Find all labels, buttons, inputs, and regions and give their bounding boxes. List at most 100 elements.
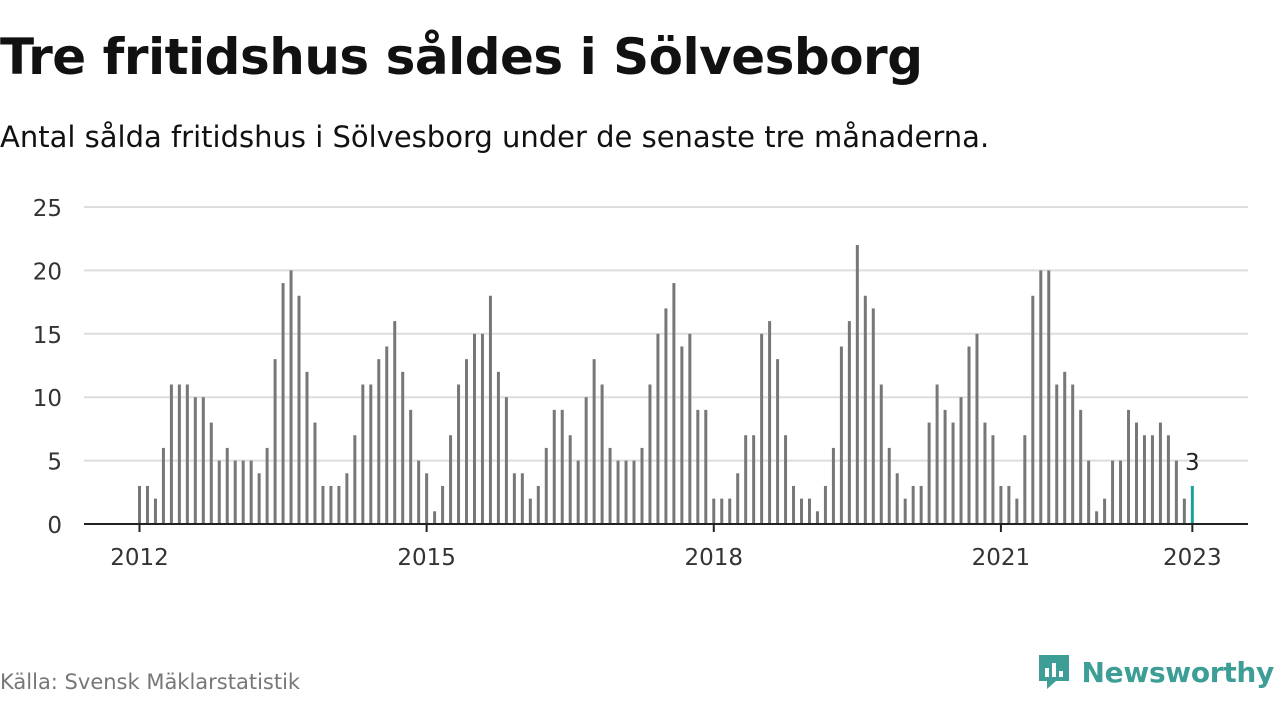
highlight-annotation: 3 [1185,450,1200,476]
bar [345,473,349,524]
bar [520,473,524,524]
bar [512,473,516,524]
bar-chart: 0 5 10 15 20 25 2012 2015 2018 2021 2023 3 [33,196,1248,571]
bar [576,460,580,524]
bar [951,422,955,524]
bar [377,359,381,524]
bar [193,397,197,524]
bar [449,435,453,524]
bar [959,397,963,524]
bar [736,473,740,524]
page-subtitle: Antal sålda fritidshus i Sölvesborg unde… [0,120,990,154]
bar [472,333,476,524]
bar [863,295,867,524]
bar [584,397,588,524]
bar [241,460,245,524]
bar [712,498,716,524]
bar [305,371,309,524]
bar [393,321,397,524]
bar [233,460,237,524]
bar [975,333,979,524]
bar [185,384,189,524]
bar [145,485,149,524]
bar [217,460,221,524]
y-tick-label: 15 [33,323,62,349]
bar [369,384,373,524]
bar [225,447,229,524]
bar [752,435,756,524]
brand[interactable]: Newsworthy [1036,652,1274,692]
bar [760,333,764,524]
bar [831,447,835,524]
bar [592,359,596,524]
y-axis-tick-labels: 0 5 10 15 20 25 [33,196,62,539]
bar [568,435,572,524]
brand-name: Newsworthy [1081,655,1275,689]
bars [138,245,1194,524]
bar [281,283,285,524]
bar [704,409,708,524]
bar [1174,460,1178,524]
bar [648,384,652,524]
bar [823,485,827,524]
bar [425,473,429,524]
page-title: Tre fritidshus såldes i Sölvesborg [0,28,923,86]
bar [504,397,508,524]
bar [138,485,141,524]
bar [1111,460,1115,524]
bar [1095,511,1099,524]
bar [624,460,628,524]
bar [153,498,157,524]
bar [855,245,859,524]
bar [919,485,923,524]
bar [1047,270,1051,524]
bar [1071,384,1075,524]
bar [209,422,213,524]
bar [297,295,301,524]
bar [536,485,540,524]
bar [441,485,445,524]
bar [161,447,165,524]
bar [1127,409,1131,524]
bar [807,498,811,524]
bar [257,473,261,524]
x-tick-label: 2023 [1163,545,1222,571]
bar [169,384,173,524]
bar [313,422,317,524]
bar [1103,498,1107,524]
bar [465,359,469,524]
bar [409,409,413,524]
bar [768,321,772,524]
bar [616,460,620,524]
bar [417,460,421,524]
bar [608,447,612,524]
bar [983,422,987,524]
y-tick-label: 5 [47,450,62,476]
y-tick-label: 0 [47,513,62,539]
x-tick-label: 2018 [684,545,743,571]
bar [329,485,333,524]
bar [321,485,325,524]
bar [544,447,548,524]
bar [1135,422,1138,524]
bar [815,511,819,524]
bar [664,308,668,524]
bar [1039,270,1043,524]
bar [401,371,405,524]
bar [353,435,357,524]
bar [656,333,660,524]
bar [776,359,780,524]
bar [528,498,532,524]
bar [1150,435,1154,524]
bar [792,485,796,524]
bar [1055,384,1059,524]
bar [903,498,907,524]
bar [1119,460,1123,524]
y-tick-label: 25 [33,196,62,222]
bar [289,270,293,524]
bar [361,384,365,524]
bar [943,409,947,524]
bar [496,371,500,524]
newsworthy-logo-icon [1038,655,1069,689]
annotations: 3 [1185,450,1200,476]
